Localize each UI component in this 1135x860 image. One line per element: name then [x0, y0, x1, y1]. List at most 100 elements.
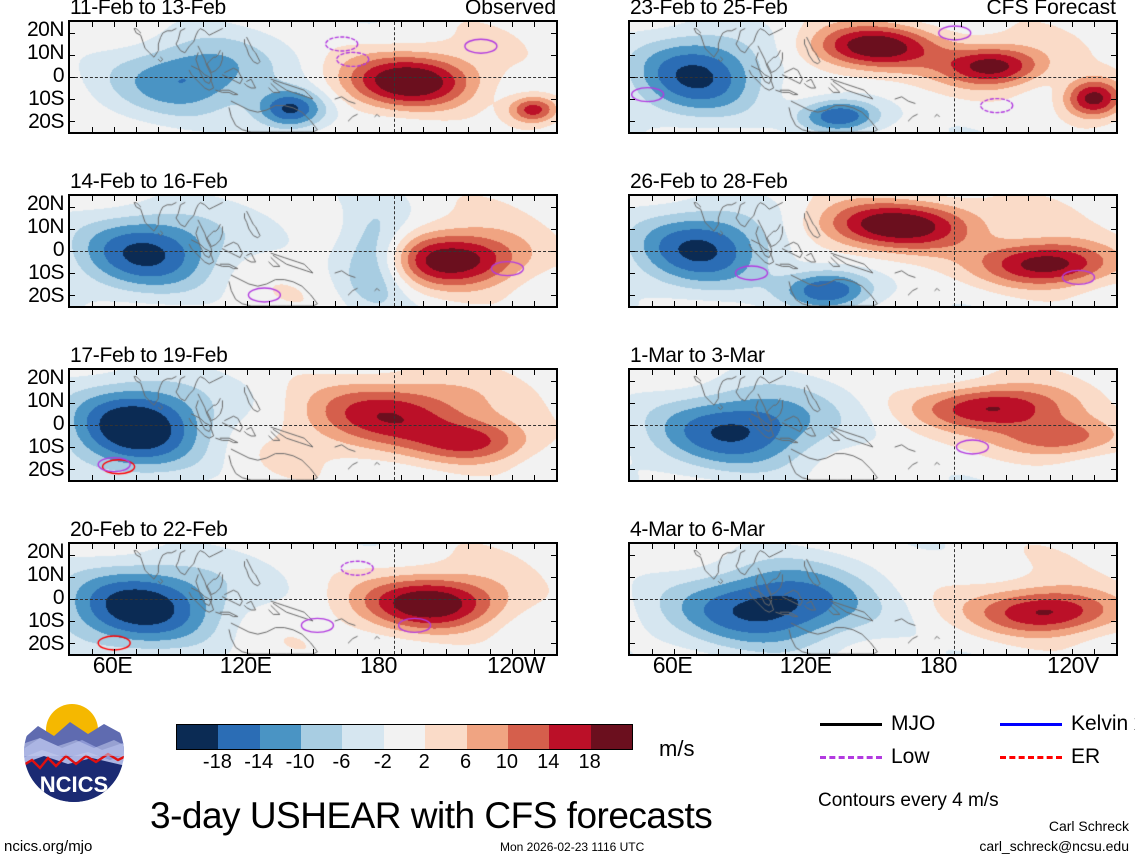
axis-tick [246, 475, 248, 480]
ncics-logo: NCICS [24, 702, 124, 802]
axis-tick [533, 649, 535, 654]
equator-line [70, 251, 556, 252]
axis-tick [850, 22, 852, 27]
axis-tick [895, 127, 897, 132]
axis-tick [784, 475, 786, 480]
legend-label: Low [891, 745, 930, 768]
x-axis-label: 120V [1047, 652, 1099, 678]
forecast-panel: 17-Feb to 19-Feb [68, 344, 558, 482]
axis-tick [895, 370, 897, 375]
axis-tick [873, 22, 874, 27]
axis-tick [290, 475, 292, 480]
axis-tick [180, 544, 182, 549]
colorbar-tick-label: -18 [202, 751, 232, 773]
axis-tick [740, 649, 742, 654]
axis-tick [551, 555, 556, 556]
axis-tick [850, 301, 852, 306]
axis-tick [762, 475, 764, 480]
axis-tick [630, 121, 635, 122]
axis-tick [246, 127, 248, 132]
axis-tick [335, 475, 337, 480]
axis-tick [1027, 544, 1029, 549]
axis-tick [224, 301, 226, 306]
axis-tick [551, 643, 556, 644]
axis-tick [533, 22, 535, 27]
panel-title: 17-Feb to 19-Feb [70, 344, 228, 367]
axis-tick [1049, 544, 1051, 549]
axis-tick [961, 370, 963, 375]
axis-tick [224, 475, 226, 480]
axis-tick [983, 544, 985, 549]
axis-tick [551, 77, 556, 78]
axis-tick [961, 301, 963, 306]
plot-area [628, 20, 1118, 134]
axis-tick [401, 544, 403, 549]
dateline-180 [393, 544, 395, 654]
axis-tick [180, 127, 182, 132]
axis-tick [1093, 475, 1095, 480]
axis-tick [873, 544, 874, 549]
axis-tick [467, 22, 469, 27]
forecast-panel: 11-Feb to 13-Feb Observed [68, 0, 558, 134]
axis-tick [1027, 370, 1029, 375]
axis-tick [740, 301, 742, 306]
axis-tick [652, 475, 654, 480]
axis-tick [551, 469, 556, 470]
axis-tick [551, 447, 556, 448]
axis-tick [70, 121, 75, 122]
axis-tick [806, 475, 808, 480]
axis-tick [379, 22, 381, 27]
axis-tick [939, 370, 941, 375]
legend-swatch-mjo [820, 722, 882, 726]
axis-tick [224, 127, 226, 132]
x-axis-label: 120E [219, 652, 272, 678]
legend-item-kelvin: Kelvin x2 [1000, 712, 1135, 736]
axis-tick [357, 22, 359, 27]
axis-tick [158, 22, 160, 27]
axis-tick [313, 544, 314, 549]
axis-tick [379, 127, 381, 132]
axis-tick [1111, 599, 1116, 600]
axis-tick [630, 229, 635, 230]
axis-tick [1071, 127, 1073, 132]
equator-line [70, 77, 556, 78]
axis-tick [467, 301, 469, 306]
axis-tick [630, 273, 635, 274]
axis-tick [445, 370, 447, 375]
axis-tick [313, 475, 314, 480]
axis-tick [357, 475, 359, 480]
y-axis-label: 20S [28, 283, 64, 307]
axis-tick [828, 475, 830, 480]
axis-tick [873, 301, 874, 306]
axis-tick [401, 127, 403, 132]
axis-tick [136, 475, 138, 480]
dateline-180 [393, 196, 395, 306]
axis-tick [268, 196, 270, 201]
axis-tick [850, 196, 852, 201]
y-axis-label: 10N [26, 41, 65, 65]
colorbar-units: m/s [659, 736, 695, 761]
axis-tick [1005, 649, 1007, 654]
axis-tick [70, 621, 75, 622]
axis-tick [630, 77, 635, 78]
axis-tick [511, 301, 513, 306]
axis-tick [551, 121, 556, 122]
x-axis-label: 180 [920, 652, 957, 678]
axis-tick [335, 544, 337, 549]
axis-tick [630, 207, 635, 208]
axis-tick [202, 22, 204, 27]
axis-tick [1027, 301, 1029, 306]
axis-tick [1027, 196, 1029, 201]
axis-tick [696, 370, 698, 375]
axis-tick [290, 544, 292, 549]
axis-tick [696, 22, 698, 27]
axis-tick [551, 425, 556, 426]
axis-tick [961, 22, 963, 27]
axis-tick [1111, 555, 1116, 556]
axis-tick [511, 475, 513, 480]
axis-tick [379, 544, 381, 549]
axis-tick [983, 370, 985, 375]
axis-tick [511, 22, 513, 27]
axis-tick [630, 99, 635, 100]
axis-tick [401, 301, 403, 306]
